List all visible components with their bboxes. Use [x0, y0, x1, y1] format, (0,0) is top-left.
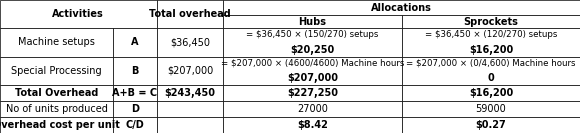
- Text: $0.27: $0.27: [476, 120, 506, 130]
- Bar: [223, 117, 402, 133]
- Text: $207,000: $207,000: [167, 66, 213, 76]
- Text: $227,250: $227,250: [287, 88, 338, 98]
- Bar: [157, 57, 223, 85]
- Text: A+B = C: A+B = C: [113, 88, 157, 98]
- Text: = $207,000 × (0/4,600) Machine hours: = $207,000 × (0/4,600) Machine hours: [406, 59, 576, 68]
- Text: $16,200: $16,200: [469, 88, 513, 98]
- Bar: [402, 117, 580, 133]
- Text: 27000: 27000: [297, 104, 328, 114]
- Bar: [157, 0, 223, 28]
- Bar: [402, 28, 580, 57]
- Text: D: D: [131, 104, 139, 114]
- Text: 59000: 59000: [476, 104, 506, 114]
- Bar: [0, 28, 113, 57]
- Bar: [113, 57, 157, 85]
- Bar: [113, 101, 157, 117]
- Bar: [0, 0, 157, 28]
- Bar: [402, 57, 580, 85]
- Bar: [157, 117, 223, 133]
- Bar: [223, 57, 402, 85]
- Text: A: A: [131, 37, 139, 47]
- Bar: [402, 85, 580, 101]
- Text: Hubs: Hubs: [299, 17, 327, 27]
- Bar: [0, 117, 113, 133]
- Text: $36,450: $36,450: [170, 37, 210, 47]
- Text: = $36,450 × (150/270) setups: = $36,450 × (150/270) setups: [246, 30, 379, 39]
- Text: Special Processing: Special Processing: [11, 66, 102, 76]
- Text: $8.42: $8.42: [297, 120, 328, 130]
- Bar: [113, 85, 157, 101]
- Text: B: B: [131, 66, 139, 76]
- Text: Overhead cost per unit: Overhead cost per unit: [0, 120, 120, 130]
- Bar: [0, 101, 113, 117]
- Text: Total Overhead: Total Overhead: [15, 88, 98, 98]
- Bar: [223, 15, 402, 28]
- Bar: [223, 85, 402, 101]
- Text: Total overhead: Total overhead: [149, 9, 231, 19]
- Text: Activities: Activities: [52, 9, 104, 19]
- Text: $207,000: $207,000: [287, 73, 338, 83]
- Text: Machine setups: Machine setups: [18, 37, 95, 47]
- Bar: [0, 85, 113, 101]
- Bar: [402, 101, 580, 117]
- Bar: [223, 101, 402, 117]
- Bar: [157, 101, 223, 117]
- Text: Sprockets: Sprockets: [463, 17, 519, 27]
- Bar: [157, 28, 223, 57]
- Text: Allocations: Allocations: [371, 3, 432, 13]
- Text: = $36,450 × (120/270) setups: = $36,450 × (120/270) setups: [425, 30, 557, 39]
- Text: $16,200: $16,200: [469, 45, 513, 55]
- Bar: [113, 28, 157, 57]
- Text: C/D: C/D: [125, 120, 144, 130]
- Text: = $207,000 × (4600/4600) Machine hours: = $207,000 × (4600/4600) Machine hours: [221, 59, 404, 68]
- Bar: [402, 15, 580, 28]
- Bar: [223, 28, 402, 57]
- Text: No of units produced: No of units produced: [6, 104, 107, 114]
- Bar: [0, 57, 113, 85]
- Text: $20,250: $20,250: [291, 45, 335, 55]
- Bar: [157, 85, 223, 101]
- Bar: [113, 117, 157, 133]
- Text: 0: 0: [488, 73, 494, 83]
- Bar: [223, 0, 580, 15]
- Text: $243,450: $243,450: [165, 88, 215, 98]
